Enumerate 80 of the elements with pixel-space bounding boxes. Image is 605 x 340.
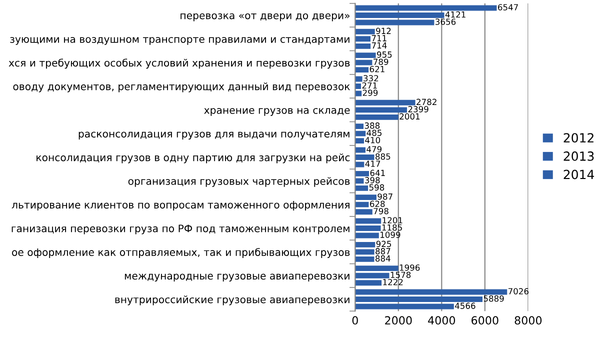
bar [355,226,381,231]
bar [355,232,379,238]
bar [355,256,374,262]
bar [355,304,454,310]
data-label: 789 [374,58,388,65]
bar [355,20,434,26]
bar [355,124,364,130]
data-label: 628 [370,200,385,208]
y-tick-label: хся и требующих особых условий хранения и перевозки грузов [8,58,350,69]
data-label: 1996 [400,264,420,271]
data-label: 2001 [400,113,420,120]
bar [355,154,374,160]
data-label: 641 [370,170,385,176]
data-label: 1578 [390,272,411,278]
data-label: 798 [374,208,388,214]
data-label: 714 [372,42,387,48]
y-tick-label: организация грузовых чартерных рейсов [128,177,350,187]
y-tick-label: хранение грузов на складе [204,108,350,116]
data-label: 598 [369,184,384,191]
y-tick-label: оводу документов, регламентирующих данный вид перевозок [13,82,350,92]
data-label: 410 [365,136,380,144]
data-label: 912 [376,28,391,34]
data-label: 388 [364,122,380,129]
data-label: 1201 [382,217,402,224]
y-tick-label: внутрироссийские грузовые авиаперевозки [115,295,350,306]
bar [355,194,376,200]
y-tick-label: расконсолидация грузов для выдачи получателям [78,132,350,140]
x-tick-label: 2000 [385,316,412,325]
data-label: 711 [372,35,386,42]
x-tick-label: 6000 [472,316,498,325]
data-label: 4566 [454,302,476,309]
bar [355,218,382,224]
bar [355,289,508,295]
y-tick-label: перевозка «от двери до двери» [180,13,350,22]
x-tick-label: 8000 [514,316,542,325]
data-label: 5889 [484,295,504,302]
legend-label: 2014 [564,170,594,180]
bar [355,52,376,58]
bar [355,296,483,302]
data-label: 332 [364,75,378,82]
data-label: 884 [376,255,390,262]
data-label: 885 [376,153,390,160]
bar [355,84,361,89]
data-label: 485 [366,130,382,136]
x-tick-label: 0 [352,316,358,325]
data-label: 955 [377,51,392,58]
data-label: 987 [378,193,392,200]
bar [355,12,444,18]
data-label: 1222 [383,278,403,286]
data-label: 6547 [498,4,518,10]
bar [355,185,368,191]
legend-label: 2012 [564,133,594,143]
data-label: 1185 [382,224,402,231]
data-label: 299 [362,90,378,96]
data-label: 887 [376,248,390,254]
data-label: 2782 [416,98,436,106]
bar [355,114,398,120]
data-label: 7026 [508,288,528,294]
x-tick-label: 4000 [428,316,456,325]
data-label: 925 [376,240,392,248]
data-label: 271 [362,82,377,89]
y-tick-label: ое оформление как отправляемых, так и прибывающих грузов [12,248,350,258]
bar [355,266,398,272]
y-tick-label: консолидация грузов в одну партию для загрузки на рейс [36,153,350,164]
data-label: 2399 [408,106,428,112]
data-label: 4121 [445,11,466,18]
bar [355,76,362,82]
y-tick-label: ганизация перевозки груза по РФ под таможенным контролем [12,224,350,234]
y-tick-label: зующими на воздушном транспорте правилами и стандартами [10,37,350,45]
y-tick-label: льтирование клиентов по вопросам таможенного оформления [12,201,350,211]
y-tick-label: международные грузовые авиаперевозки [124,274,350,282]
data-label: 1099 [380,232,400,238]
legend-label: 2013 [564,151,594,161]
data-label: 3656 [436,18,456,25]
bar [355,43,371,49]
data-label: 417 [365,160,380,167]
bar [355,5,497,11]
data-label: 621 [370,66,384,72]
data-label: 398 [365,177,380,184]
data-label: 479 [366,146,382,152]
